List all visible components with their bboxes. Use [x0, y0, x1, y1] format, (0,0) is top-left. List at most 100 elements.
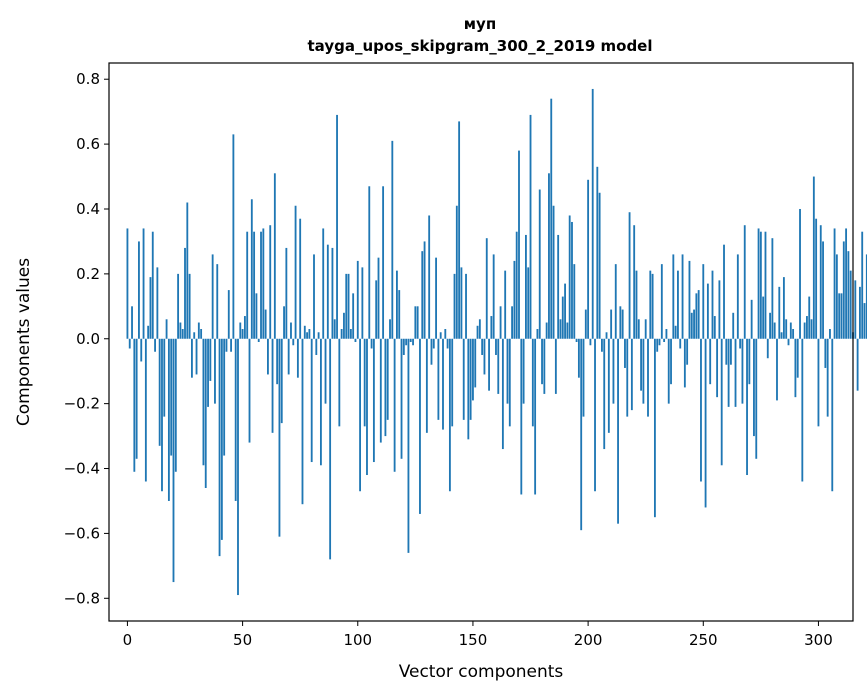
bar-4 [135, 338, 138, 459]
bar-137 [442, 338, 444, 430]
bar-11 [151, 231, 154, 339]
bar-270 [748, 338, 751, 385]
bar-68 [283, 306, 285, 339]
bar-63 [271, 338, 274, 433]
bar-134 [435, 257, 437, 339]
bar-151 [474, 338, 477, 388]
bar-236 [670, 338, 672, 385]
bar-36 [209, 338, 212, 381]
bar-144 [458, 121, 461, 339]
bar-245 [690, 312, 693, 339]
x-tick-label: 200 [574, 631, 603, 649]
bar-163 [501, 338, 504, 450]
bar-214 [619, 306, 622, 339]
bar-239 [677, 270, 679, 339]
bar-52 [246, 231, 249, 339]
bar-317 [856, 338, 859, 391]
bar-290 [794, 338, 797, 398]
bar-159 [492, 254, 495, 339]
y-axis: −0.8 −0.6 −0.4 −0.2 0.0 0.2 0.4 0.6 0.8 [64, 70, 109, 607]
bar-57 [257, 338, 260, 342]
bar-231 [658, 338, 661, 346]
bar-182 [545, 322, 548, 339]
bar-168 [513, 260, 516, 339]
bar-87 [326, 244, 329, 339]
bar-193 [571, 221, 573, 339]
bar-234 [665, 329, 668, 339]
bar-287 [787, 338, 790, 346]
bar-293 [801, 338, 804, 482]
bar-156 [485, 238, 488, 339]
chart-subtitle: tayga_upos_skipgram_300_2_2019 model [308, 37, 653, 55]
bar-49 [239, 322, 242, 339]
y-tick-label: 0.4 [76, 200, 100, 218]
bar-237 [672, 254, 675, 339]
bar-76 [301, 338, 304, 505]
bar-194 [573, 264, 576, 339]
bar-150 [472, 338, 474, 401]
bar-114 [389, 319, 391, 339]
bar-318 [858, 286, 861, 339]
bar-225 [644, 319, 647, 339]
bar-40 [218, 338, 221, 557]
bar-3 [133, 338, 136, 472]
bar-171 [520, 338, 523, 495]
bar-55 [253, 231, 256, 339]
x-axis: 0 50 100 150 200 250 300 [123, 621, 833, 649]
bar-58 [260, 231, 262, 339]
bar-215 [621, 309, 624, 339]
bar-5 [138, 241, 140, 339]
bar-203 [594, 338, 596, 492]
bar-72 [292, 338, 295, 346]
bar-89 [331, 247, 334, 339]
bar-179 [538, 189, 541, 339]
y-axis-title: Components values [14, 258, 34, 426]
bar-106 [370, 338, 373, 349]
bar-167 [511, 306, 514, 339]
bar-0 [126, 228, 129, 339]
bar-300 [817, 338, 820, 427]
bar-216 [624, 338, 626, 368]
bar-145 [460, 267, 463, 339]
bar-9 [147, 325, 150, 339]
bar-108 [375, 280, 378, 339]
bar-235 [667, 338, 670, 404]
bar-116 [393, 338, 396, 472]
bar-131 [428, 215, 431, 339]
x-tick-label: 100 [343, 631, 372, 649]
bar-266 [739, 338, 742, 349]
bar-130 [425, 338, 428, 433]
bar-14 [158, 338, 161, 446]
plot-frame [108, 62, 854, 622]
bar-81 [313, 254, 315, 339]
bar-111 [382, 186, 385, 339]
bar-207 [603, 338, 606, 450]
bar-195 [575, 338, 578, 342]
bar-33 [202, 338, 205, 466]
bar-38 [214, 338, 216, 404]
bar-272 [753, 338, 755, 437]
bar-37 [211, 254, 214, 339]
bar-129 [423, 241, 426, 339]
bar-104 [366, 338, 368, 476]
bar-310 [840, 293, 843, 339]
bar-267 [741, 338, 744, 404]
bar-25 [184, 247, 186, 339]
bar-74 [296, 338, 299, 378]
bar-218 [628, 212, 631, 339]
bar-302 [822, 241, 824, 339]
bar-308 [835, 254, 838, 339]
bar-88 [329, 338, 332, 560]
bar-80 [310, 338, 313, 463]
bar-13 [156, 267, 159, 339]
bar-65 [276, 338, 279, 385]
bar-284 [780, 332, 783, 339]
bar-256 [716, 338, 719, 398]
bar-141 [451, 338, 454, 427]
bar-51 [243, 316, 246, 339]
bar-118 [398, 290, 401, 339]
bar-240 [679, 338, 682, 349]
bar-70 [287, 338, 290, 375]
bar-250 [702, 264, 705, 339]
bar-206 [601, 338, 603, 352]
